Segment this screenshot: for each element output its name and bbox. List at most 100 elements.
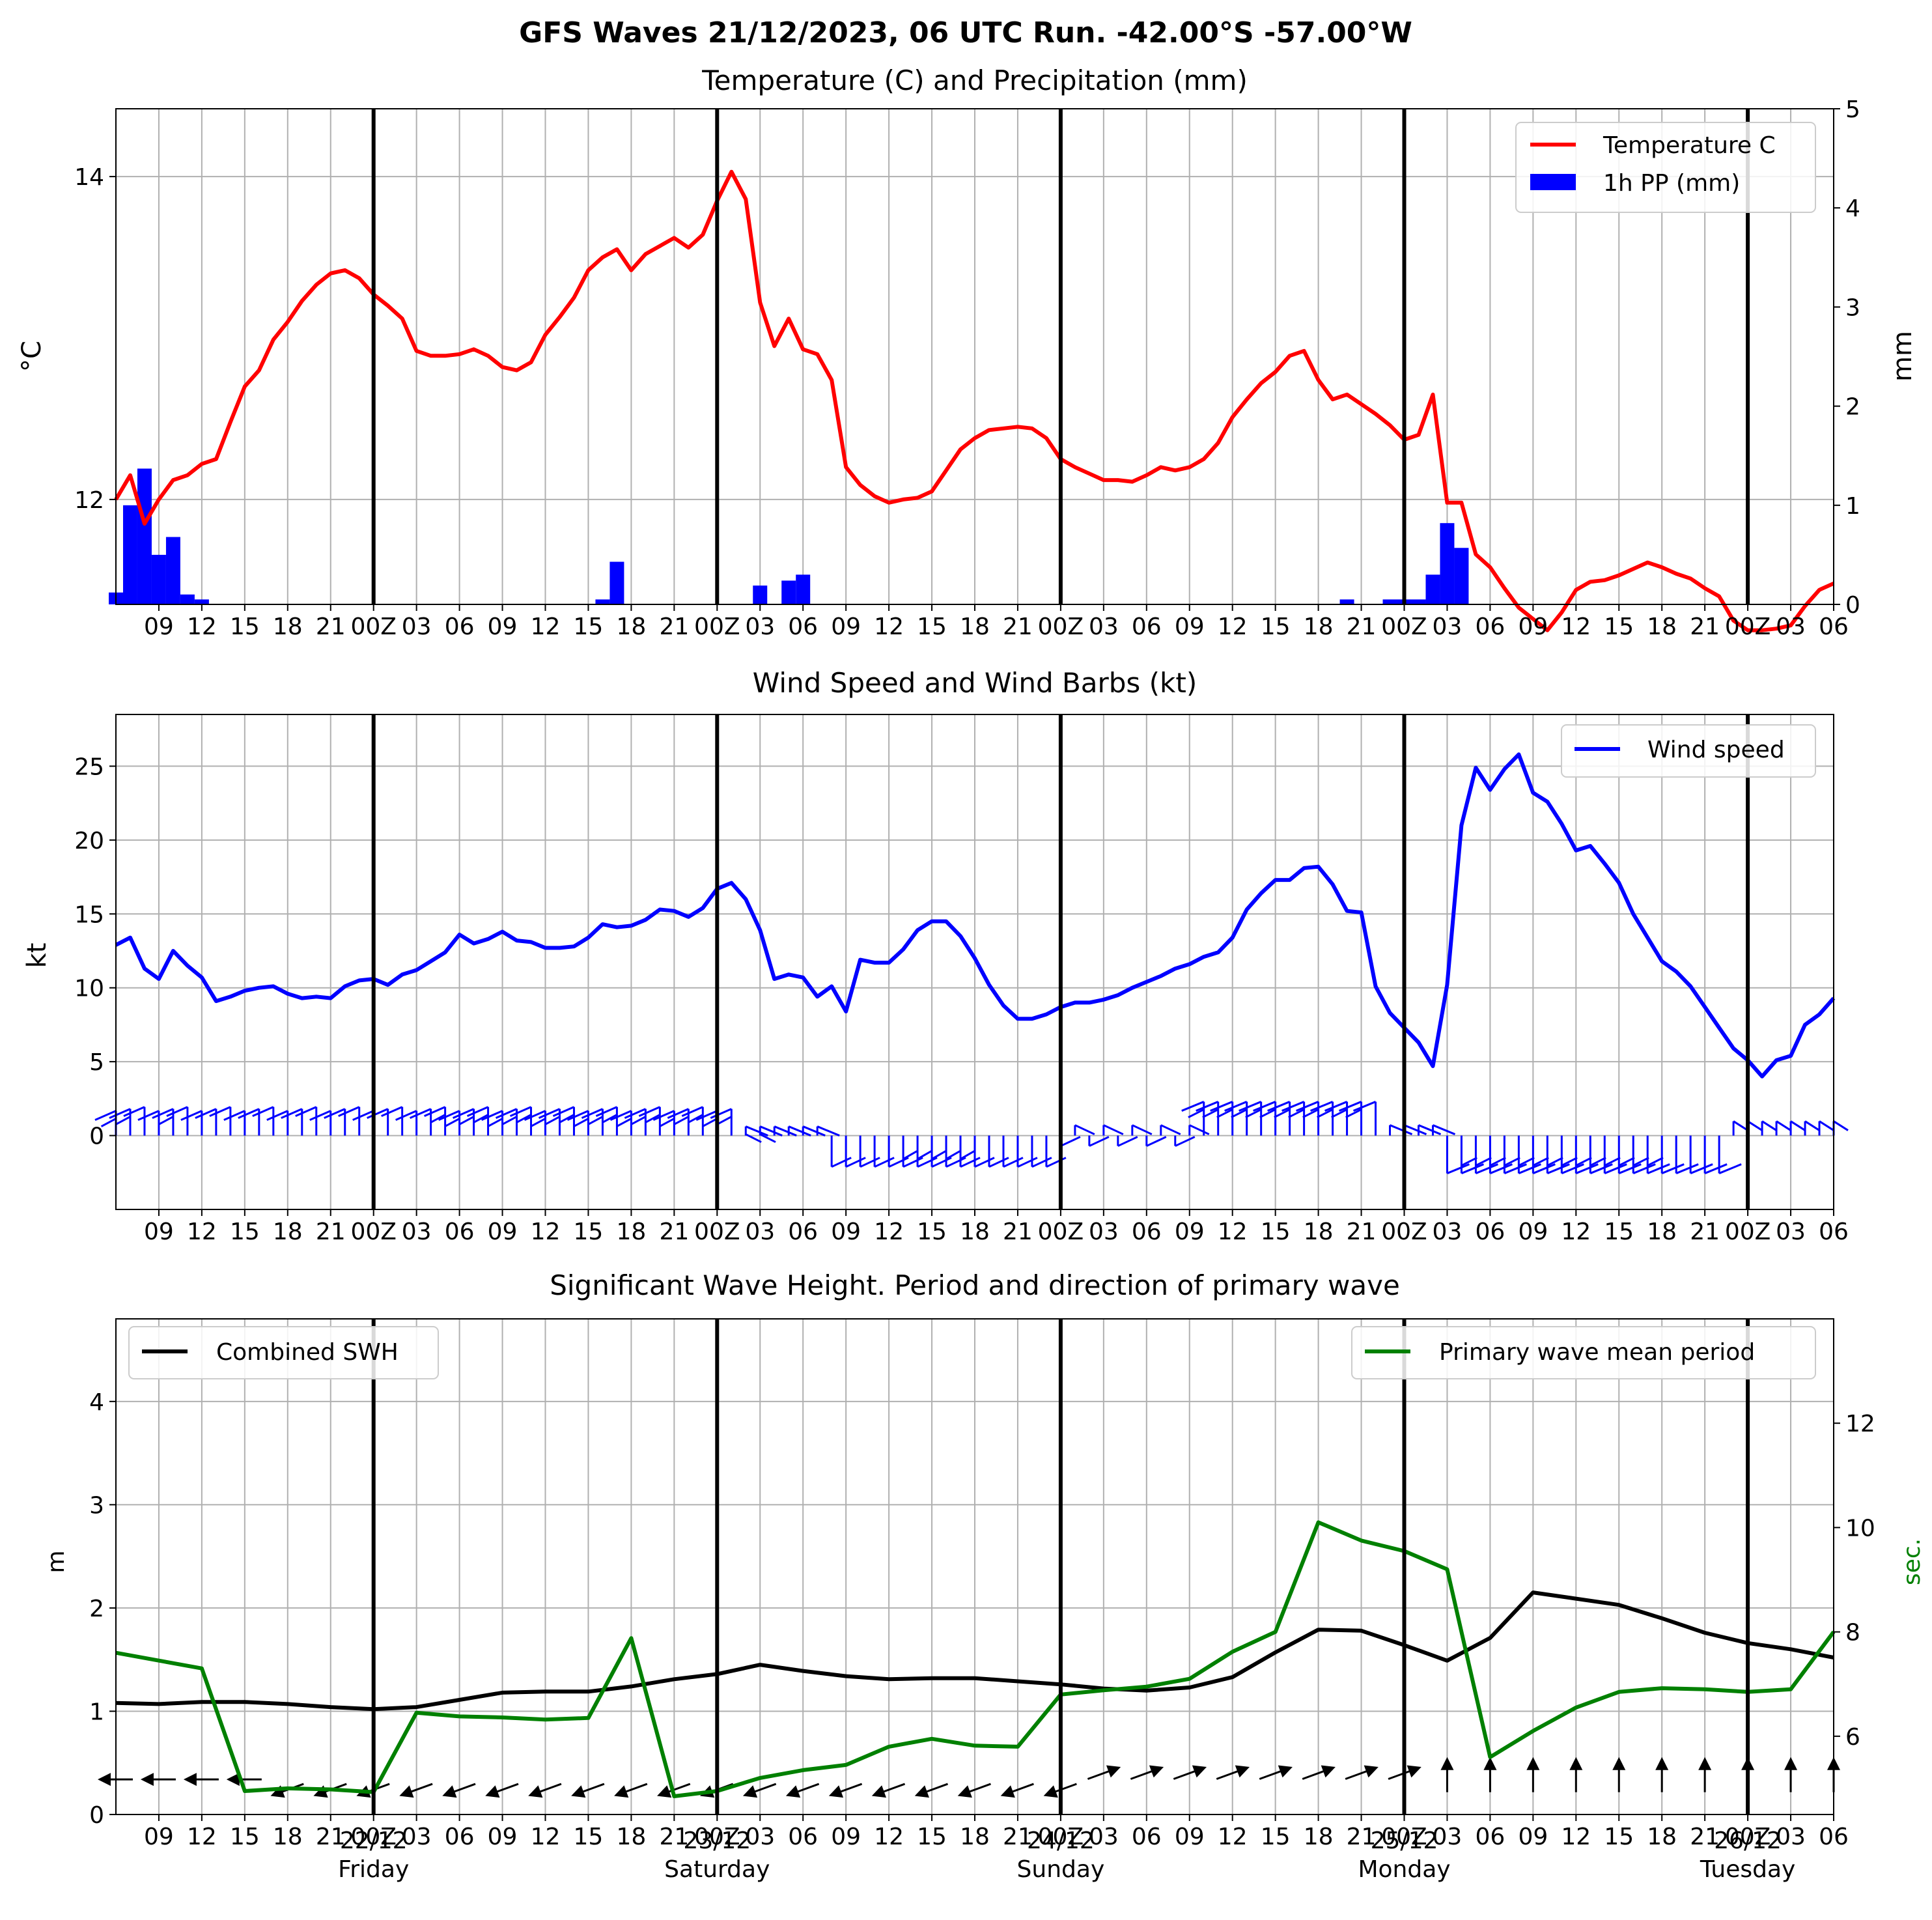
x-tick-label: 15 <box>1604 1824 1634 1850</box>
y-tick-right-label: 6 <box>1845 1724 1860 1751</box>
wind-barb <box>773 1125 797 1136</box>
wave-direction-arrow <box>871 1783 906 1798</box>
x-tick-label: 00Z <box>1381 1219 1427 1245</box>
x-tick-label: 06 <box>445 1219 475 1245</box>
x-tick-label: 06 <box>1819 1824 1849 1850</box>
wind-barb <box>509 1106 533 1136</box>
x-tick-label: 18 <box>960 1219 990 1245</box>
y-tick-right-label: 8 <box>1845 1620 1860 1646</box>
x-tick-label: 09 <box>831 1824 861 1850</box>
wave-direction-arrow <box>785 1783 820 1798</box>
wind-barb <box>1589 1135 1613 1174</box>
y-tick-right-label: 3 <box>1845 294 1860 321</box>
panel2-legend: Wind speed <box>1561 724 1816 778</box>
wave-direction-arrow <box>1345 1765 1379 1780</box>
x-tick-label: 06 <box>1132 1219 1162 1245</box>
wind-barb <box>1818 1120 1834 1136</box>
x-tick-label: 21 <box>316 614 346 640</box>
x-tick-label: 12 <box>531 1219 561 1245</box>
x-tick-label: 00Z <box>1725 1219 1771 1245</box>
wind-barb <box>1503 1135 1527 1174</box>
x-tick-label: 21 <box>1347 614 1377 640</box>
wind-barb <box>1675 1135 1699 1174</box>
y-tick-label: 2 <box>89 1596 104 1622</box>
wind-barb <box>859 1135 880 1168</box>
x-tick-label: 12 <box>874 614 904 640</box>
precip-bar <box>151 554 166 604</box>
x-tick-label: 03 <box>1089 1824 1119 1850</box>
wind-barb <box>1517 1135 1541 1174</box>
x-tick-label: 09 <box>488 1824 518 1850</box>
x-tick-label: 18 <box>1304 614 1334 640</box>
precip-bar <box>1425 574 1440 604</box>
x-tick-label: 18 <box>273 614 303 640</box>
y-tick-right-label: 10 <box>1845 1515 1875 1542</box>
x-tick-label: 06 <box>788 614 818 640</box>
wind-barb <box>1546 1135 1570 1174</box>
wind-barb <box>681 1106 704 1136</box>
y-tick-label: 5 <box>89 1049 104 1076</box>
wind-barb <box>1689 1135 1713 1174</box>
x-tick-label: 12 <box>531 614 561 640</box>
day-name-label: Friday <box>338 1856 409 1883</box>
x-tick-label: 15 <box>1261 1219 1291 1245</box>
x-tick-label: 15 <box>230 614 260 640</box>
x-tick-label: 09 <box>144 614 174 640</box>
wind-barb <box>1617 1135 1642 1174</box>
wave-direction-arrow <box>1569 1757 1583 1792</box>
x-tick-label: 18 <box>1647 1219 1677 1245</box>
wind-barb <box>295 1106 318 1136</box>
x-tick-label: 06 <box>788 1824 818 1850</box>
x-tick-label: 15 <box>574 614 604 640</box>
precip-bar <box>1411 599 1426 604</box>
x-tick-label: 21 <box>1690 614 1720 640</box>
y-tick-label: 20 <box>74 828 104 854</box>
panel3-ylabel: m <box>43 1550 70 1573</box>
wave-direction-arrow <box>1087 1765 1121 1780</box>
x-tick-label: 00Z <box>350 1219 396 1245</box>
wave-direction-arrow <box>1043 1783 1077 1798</box>
x-tick-label: 18 <box>616 1824 646 1850</box>
day-name-label: Tuesday <box>1700 1856 1795 1883</box>
wind-barb <box>1417 1124 1442 1136</box>
y-tick-label: 10 <box>74 976 104 1002</box>
precip-bar <box>194 599 209 604</box>
x-tick-label: 21 <box>659 614 689 640</box>
y-tick-label: 14 <box>74 164 104 191</box>
x-tick-label: 06 <box>1132 614 1162 640</box>
wind-barb <box>710 1108 733 1136</box>
x-tick-label: 18 <box>616 1219 646 1245</box>
x-tick-label: 15 <box>1261 614 1291 640</box>
x-tick-label: 03 <box>745 1219 775 1245</box>
wave-direction-arrow <box>957 1783 991 1798</box>
x-tick-label: 15 <box>917 614 947 640</box>
wind-barb <box>595 1106 618 1136</box>
x-tick-label: 03 <box>745 614 775 640</box>
x-tick-label: 00Z <box>1381 614 1427 640</box>
wind-barb <box>902 1135 923 1168</box>
y-tick-label: 12 <box>74 487 104 514</box>
x-tick-label: 21 <box>1690 1824 1720 1850</box>
temperature-series <box>114 169 1835 632</box>
x-tick-label: 09 <box>1175 1824 1205 1850</box>
wave-direction-arrow <box>1784 1757 1798 1792</box>
wave-direction-arrow <box>98 1773 133 1786</box>
panel3-ylabel-right: sec. <box>1899 1538 1925 1585</box>
wind-barb <box>638 1106 661 1136</box>
precip-bar <box>609 561 624 604</box>
x-tick-label: 03 <box>1776 614 1806 640</box>
wind-barb <box>1016 1135 1038 1168</box>
wave-direction-arrow <box>140 1773 176 1786</box>
wind-barb <box>166 1106 189 1136</box>
y-tick-label: 15 <box>74 901 104 928</box>
wind-barb <box>338 1106 361 1136</box>
y-tick-label: 4 <box>89 1389 104 1416</box>
precip-bar <box>180 594 195 604</box>
x-tick-label: 03 <box>1089 614 1119 640</box>
legend-swh-label: Combined SWH <box>216 1339 399 1366</box>
x-tick-label: 18 <box>1647 614 1677 640</box>
legend-period-label: Primary wave mean period <box>1439 1339 1755 1366</box>
x-tick-label: 21 <box>1347 1824 1377 1850</box>
precip-bars <box>109 468 1469 604</box>
